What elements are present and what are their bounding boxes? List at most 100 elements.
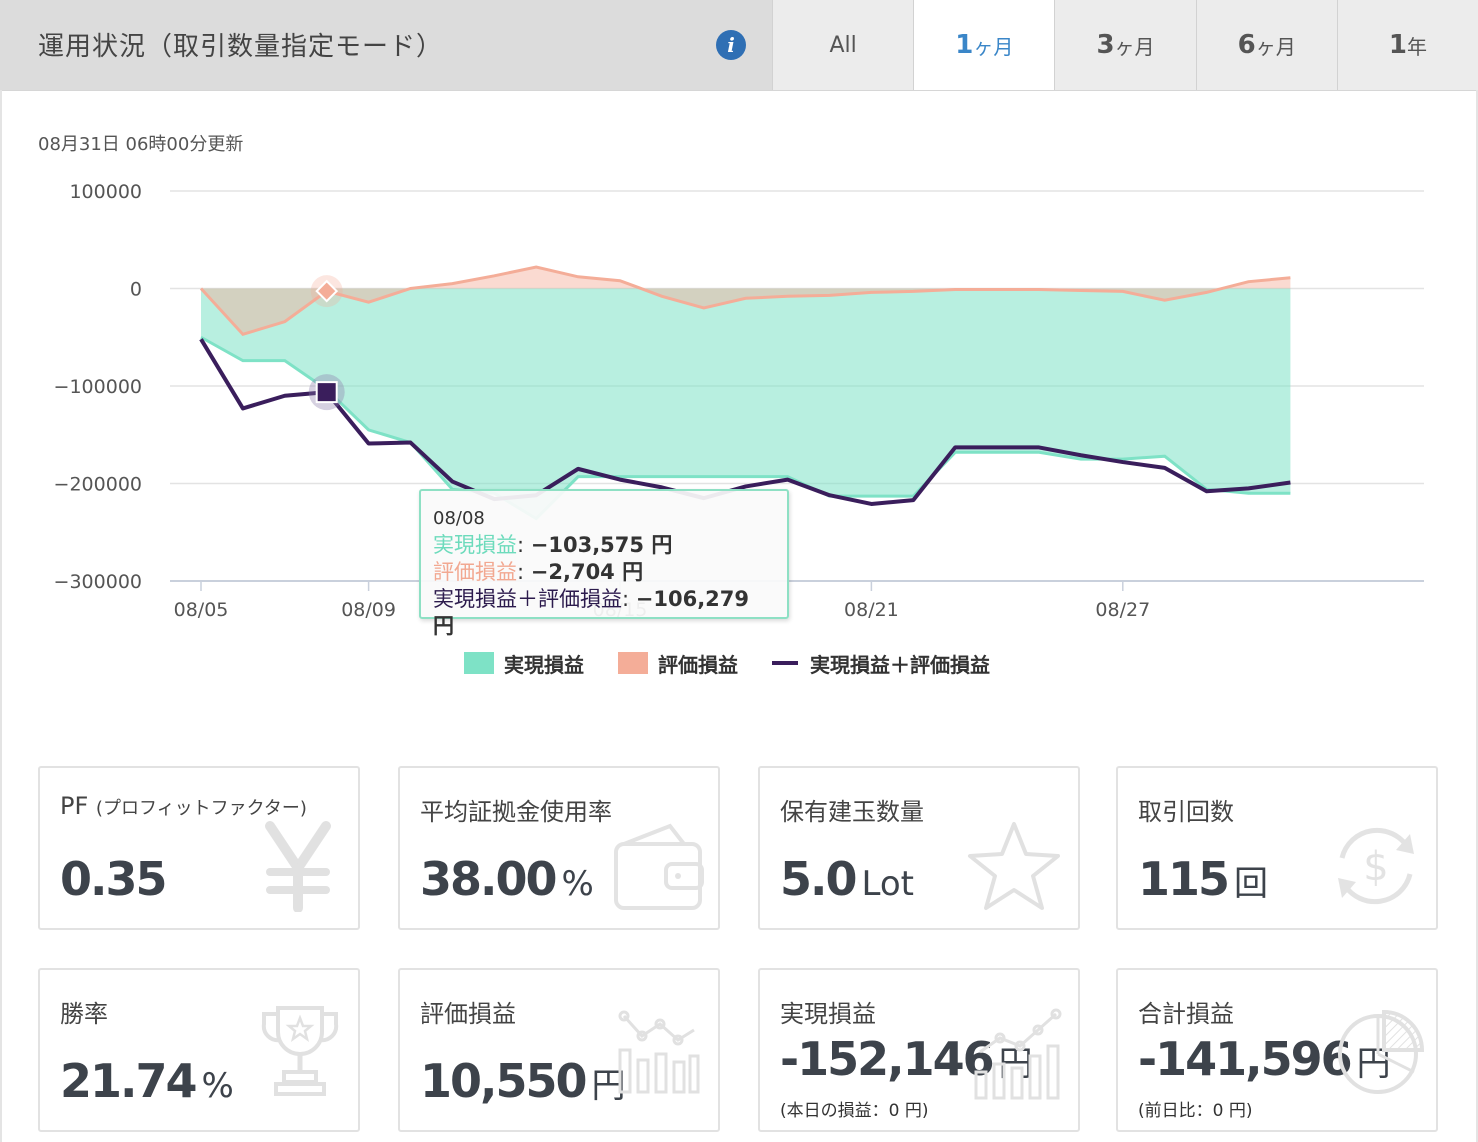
tooltip-eval-label: 評価損益 — [433, 560, 517, 584]
tab-1-month[interactable]: 1 ヶ月 — [913, 0, 1055, 90]
legend-item-total[interactable]: 実現損益＋評価損益 — [772, 649, 990, 678]
card-total-pnl-value: -141,596 円 — [1138, 1032, 1391, 1086]
tab-all[interactable]: All — [772, 0, 914, 90]
card-total-pnl-label: 合計損益 — [1138, 1000, 1234, 1028]
card-win-rate-unit: % — [201, 1066, 234, 1106]
tooltip-total-value: −106,279 円 — [433, 587, 750, 638]
card-eval-pnl-number: 10,550 — [420, 1054, 588, 1108]
card-margin-usage-unit: % — [561, 864, 594, 904]
pie-chart-icon — [1338, 1009, 1425, 1094]
tab-1-year-num: 1 — [1388, 30, 1407, 60]
x-tick-label: 08/09 — [341, 599, 396, 621]
updated-timestamp: 08月31日 06時00分更新 — [38, 134, 244, 155]
y-tick-label: 0 — [130, 279, 142, 301]
card-open-positions-label: 保有建玉数量 — [780, 798, 924, 826]
info-icon[interactable]: i — [716, 30, 746, 60]
legend-swatch-eval — [618, 652, 648, 674]
tab-3-months-num: 3 — [1096, 30, 1115, 60]
card-margin-usage: 平均証拠金使用率 38.00% — [398, 766, 720, 930]
y-tick-label: −200000 — [54, 474, 142, 496]
card-win-rate-number: 21.74 — [60, 1054, 198, 1108]
area-evaluation — [201, 267, 1291, 335]
card-margin-usage-number: 38.00 — [420, 852, 558, 906]
card-realized-pnl-note: (本日の損益：0 円) — [780, 1101, 929, 1121]
card-trade-count-number: 115 — [1138, 852, 1230, 906]
y-tick-label: 100000 — [69, 181, 142, 203]
card-trade-count: 取引回数 115 回 $ — [1116, 766, 1438, 930]
card-pf-title: PF — [60, 792, 89, 820]
card-open-positions-unit: Lot — [861, 864, 914, 904]
bar-chart-icon — [618, 1010, 700, 1094]
card-open-positions: 保有建玉数量 5.0 Lot — [758, 766, 1080, 930]
chart-legend: 実現損益 評価損益 実現損益＋評価損益 — [464, 648, 1024, 678]
x-tick-label: 08/05 — [174, 599, 229, 621]
tooltip-total-label: 実現損益＋評価損益 — [433, 587, 622, 611]
y-axis-ticks: 100000 0 −100000 −200000 −300000 — [54, 181, 142, 593]
card-realized-pnl-label: 実現損益 — [780, 1000, 876, 1028]
wallet-icon — [614, 823, 704, 910]
yen-icon — [265, 821, 331, 912]
trophy-icon — [261, 1006, 339, 1096]
tooltip-eval-value: −2,704 円 — [530, 560, 644, 584]
tab-6-months-num: 6 — [1237, 30, 1256, 60]
y-tick-label: −300000 — [54, 571, 142, 593]
y-tick-label: −100000 — [54, 376, 142, 398]
chart-tooltip: 08/08 実現損益: −103,575 円 評価損益: −2,704 円 実現… — [419, 489, 789, 638]
bar-chart-icon — [974, 1008, 1062, 1100]
tab-1-month-num: 1 — [955, 30, 974, 60]
area-realized — [201, 288, 1291, 519]
legend-label-total: 実現損益＋評価損益 — [810, 652, 990, 677]
exchange-dollar-icon: $ — [1338, 827, 1414, 905]
card-pf: PF (プロフィットファクター) 0.35 — [38, 766, 360, 930]
tab-3-months[interactable]: 3 ヶ月 — [1054, 0, 1196, 90]
tab-all-label: All — [829, 32, 857, 58]
card-win-rate-label: 勝率 — [60, 1000, 108, 1028]
chart-lines — [199, 265, 1291, 521]
legend-label-eval: 評価損益 — [658, 652, 738, 677]
tooltip-realized-value: −103,575 円 — [530, 533, 673, 557]
card-total-pnl: 合計損益 -141,596 円 (前日比：0 円) — [1116, 968, 1438, 1132]
card-eval-pnl-label: 評価損益 — [420, 1000, 516, 1028]
legend-swatch-total — [772, 661, 798, 665]
card-win-rate-value: 21.74% — [60, 1054, 234, 1108]
page-title: 運用状況（取引数量指定モード） — [38, 32, 444, 62]
card-pf-label: PF (プロフィットファクター) — [60, 792, 307, 820]
tab-1-year-unit: 年 — [1406, 34, 1427, 59]
tab-6-months-unit: ヶ月 — [1255, 34, 1296, 59]
card-margin-usage-label: 平均証拠金使用率 — [420, 798, 612, 826]
pnl-chart: 100000 0 −100000 −200000 −300000 08/05 08/09 0… — [54, 181, 1424, 621]
card-pf-subtitle: (プロフィットファクター) — [95, 798, 307, 819]
card-open-positions-value: 5.0 Lot — [780, 852, 914, 906]
legend-label-realized: 実現損益 — [504, 652, 584, 677]
line-evaluation — [199, 265, 1291, 337]
card-open-positions-number: 5.0 — [780, 852, 857, 906]
tab-3-months-unit: ヶ月 — [1114, 34, 1155, 59]
legend-item-realized[interactable]: 実現損益 — [464, 649, 584, 678]
tooltip-date: 08/08 — [433, 508, 485, 529]
legend-item-eval[interactable]: 評価損益 — [618, 649, 738, 678]
card-pf-number: 0.35 — [60, 852, 167, 906]
frame-border-left — [0, 90, 2, 1142]
tab-6-months[interactable]: 6 ヶ月 — [1195, 0, 1337, 90]
frame-border-right — [1476, 90, 1478, 1142]
card-total-pnl-number: -141,596 — [1138, 1032, 1353, 1086]
card-eval-pnl: 評価損益 10,550 円 — [398, 968, 720, 1132]
card-pf-value: 0.35 — [60, 852, 167, 906]
line-total — [199, 338, 1291, 506]
card-total-pnl-note: (前日比：0 円) — [1138, 1101, 1253, 1121]
hover-marker-evaluation — [315, 279, 339, 303]
card-win-rate: 勝率 21.74% — [38, 968, 360, 1132]
legend-swatch-realized — [464, 652, 494, 674]
svg-text:$: $ — [1363, 844, 1388, 890]
chart-areas — [201, 267, 1291, 519]
card-trade-count-label: 取引回数 — [1138, 798, 1234, 826]
tooltip-realized-label: 実現損益 — [433, 533, 517, 557]
x-tick-label: 08/21 — [844, 599, 899, 621]
star-icon — [968, 822, 1060, 910]
tab-1-month-unit: ヶ月 — [973, 34, 1014, 59]
chart-markers — [308, 275, 345, 411]
card-realized-pnl: 実現損益 -152,146 円 (本日の損益：0 円) — [758, 968, 1080, 1132]
